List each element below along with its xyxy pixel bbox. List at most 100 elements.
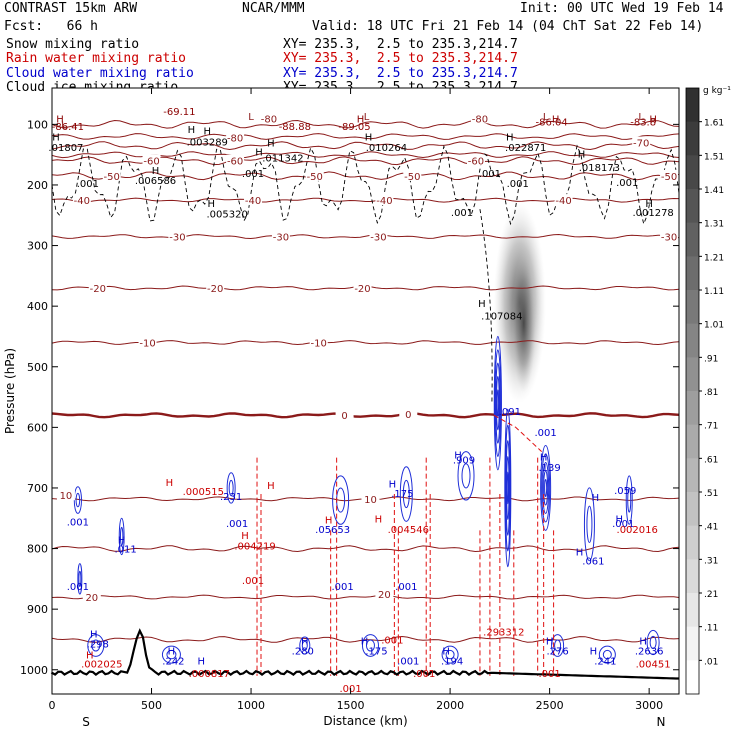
colorbar-label: .61: [704, 455, 718, 465]
temp-label-bg: [259, 112, 278, 124]
extremum-label: .091: [499, 407, 521, 418]
cloud-contour: [75, 492, 81, 508]
temp-label-bg: [353, 281, 372, 293]
high-marker: H: [203, 126, 211, 137]
cloud-contour: [461, 463, 471, 489]
cloud-contour: [602, 649, 612, 660]
temp-label-bg: [660, 169, 679, 181]
extremum-label: .001278: [632, 208, 673, 219]
extremum-label: .139: [538, 463, 560, 474]
extremum-label: .194: [441, 657, 463, 668]
cloud-contour: [119, 526, 124, 547]
extremum-label: .005320: [206, 209, 247, 220]
temp-label-bg: [660, 230, 679, 242]
colorbar-swatch: [686, 256, 699, 291]
temp-label: 20: [85, 593, 98, 604]
temp-label-bg: [466, 154, 485, 166]
field-label-cloud-water: Cloud water mixing ratio: [6, 66, 194, 81]
extremum-label: .011342: [262, 154, 303, 165]
extremum-label: .018173: [579, 163, 620, 174]
cloud-contour: [402, 479, 410, 509]
colorbar-label: 1.31: [704, 220, 724, 230]
cloud-contour: [494, 349, 502, 457]
temp-label: -40: [245, 196, 261, 207]
high-marker: H: [207, 199, 215, 210]
extremum-label: .001: [395, 582, 417, 593]
high-marker: H: [241, 531, 249, 542]
temp-label: -20: [354, 284, 370, 295]
high-marker: H: [168, 646, 176, 657]
temp-label: 20: [378, 590, 391, 601]
cloud-contour: [495, 375, 500, 431]
colorbar-unit: g kg⁻¹: [703, 86, 731, 96]
cloud-contour: [649, 635, 657, 650]
extremum-label: .006586: [135, 176, 176, 187]
y-axis-label: Pressure (hPa): [3, 348, 17, 434]
extremum-label: .231: [220, 492, 242, 503]
extremum-label: .001: [331, 582, 353, 593]
temp-label-bg: [554, 194, 573, 206]
cloud-contour: [226, 472, 236, 504]
high-marker: H: [52, 132, 60, 143]
y-tick-label: 200: [27, 179, 48, 192]
temp-label: -50: [307, 172, 323, 183]
extremum-label: .175: [365, 646, 387, 657]
extremum-label: .002016: [617, 525, 658, 536]
extremum-label: .001: [381, 635, 403, 646]
low-marker: L: [543, 112, 549, 123]
y-tick-label: 1000: [20, 664, 48, 677]
init-time: Init: 00 UTC Wed 19 Feb 14: [520, 1, 724, 16]
cloud-contour: [586, 505, 593, 544]
extremum-label: .001: [67, 582, 89, 593]
low-marker: L: [638, 112, 644, 123]
temp-label: -50: [661, 172, 677, 183]
extremum-label: .001: [77, 179, 99, 190]
high-marker: H: [301, 637, 309, 648]
high-marker: H: [546, 637, 554, 648]
x-tick-label: 2500: [536, 699, 564, 712]
snow-contours: [51, 144, 680, 404]
x-tick-label: 1500: [337, 699, 365, 712]
temp-label: -60: [143, 157, 159, 168]
temp-label: -20: [90, 284, 106, 295]
temp-contour-minor: [51, 133, 680, 140]
extremum-label: .280: [292, 646, 314, 657]
valid-time: Valid: 18 UTC Fri 21 Feb 14 (04 ChT Sat …: [312, 19, 704, 34]
colorbar-label: .11: [704, 624, 718, 634]
extremum-label: .001: [397, 657, 419, 668]
extremum-label: .298: [87, 640, 109, 651]
extremum-label: .001: [67, 517, 89, 528]
cloud-contour: [495, 362, 501, 444]
temp-label: 10: [364, 495, 377, 506]
high-marker: H: [592, 493, 600, 504]
colorbar: 1.61 1.51 1.41 1.31 1.21 1.11 1.01 .91 .81 .71 .61…: [685, 86, 731, 695]
extremum-label: -88.88: [279, 122, 311, 133]
temp-label: -40: [376, 196, 392, 207]
extremum-label: .000817: [189, 669, 230, 680]
model-title: CONTRAST 15km ARW: [4, 1, 138, 16]
extremum-label: .000515: [183, 487, 224, 498]
temp-label-bg: [138, 336, 157, 348]
cloud-contour: [87, 634, 105, 657]
extremum-label: .004546: [388, 525, 429, 536]
cloud-contour: [78, 570, 82, 587]
temp-label: -60: [468, 157, 484, 168]
colorbar-swatch: [686, 391, 699, 426]
cloud-contour: [541, 453, 551, 523]
high-marker: H: [361, 637, 369, 648]
extremum-label: .001: [451, 208, 473, 219]
colorbar-label: 1.01: [704, 321, 724, 331]
high-marker: H: [267, 139, 275, 150]
snow-contour-tower: [479, 209, 493, 404]
high-marker: H: [118, 535, 126, 546]
temp-contour-20: [51, 594, 680, 600]
extremum-label: .001: [535, 428, 557, 439]
temp-label-bg: [226, 131, 245, 143]
high-marker: H: [152, 166, 160, 177]
high-marker: H: [357, 114, 365, 125]
extremum-label: .2636: [635, 646, 664, 657]
temp-label: 10: [60, 491, 73, 502]
x-axis-label: Distance (km): [323, 714, 407, 728]
high-marker: H: [578, 149, 586, 160]
